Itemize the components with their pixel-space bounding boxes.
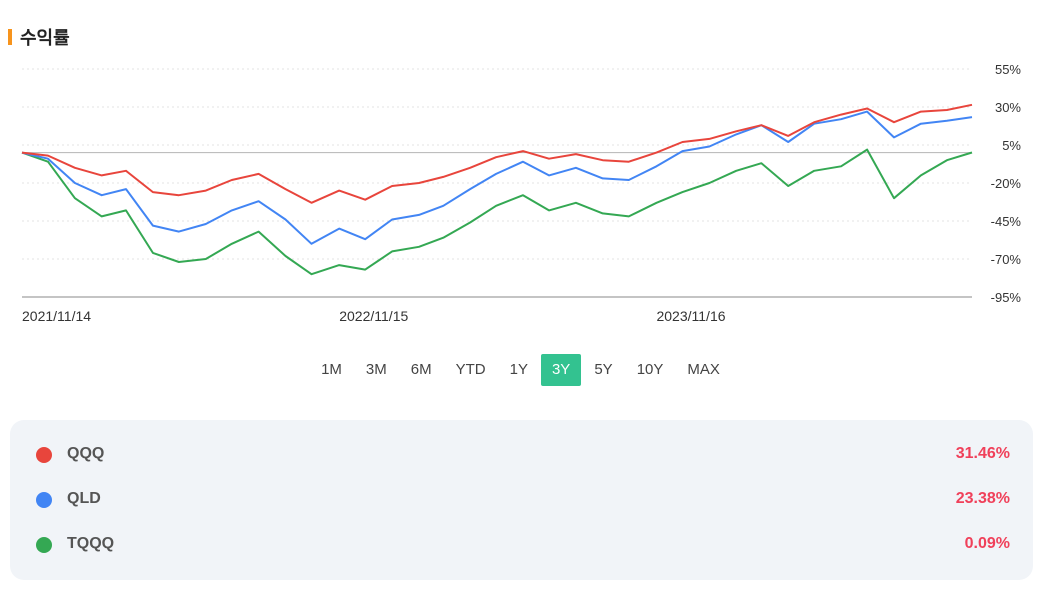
legend-return-value: 23.38% [955, 490, 1010, 507]
range-button-5y[interactable]: 5Y [594, 361, 613, 378]
returns-line-chart: 55% 30% 5% -20% -45% -70% -95% 2021/11/14 2022/1… [21, 62, 1022, 324]
series-line-qqq [21, 103, 973, 204]
range-button-ytd[interactable]: YTD [455, 361, 486, 378]
legend-return-value: 31.46% [955, 445, 1010, 462]
qqq-color-dot [36, 447, 52, 463]
section-title: 수익률 [20, 28, 70, 48]
range-button-3y[interactable]: 3Y [540, 354, 582, 386]
legend-row-qqq: QQQ 31.46% [10, 443, 1033, 467]
series-line-qld [21, 110, 973, 245]
y-tick-label: 55% [995, 62, 1021, 77]
y-tick-label: 30% [995, 100, 1021, 115]
range-button-1m[interactable]: 1M [321, 361, 342, 378]
range-selector: 1M 3M 6M YTD 1Y 3Y 5Y 10Y MAX [0, 354, 1041, 386]
y-tick-label: 5% [1002, 138, 1021, 153]
tqqq-color-dot [36, 537, 52, 553]
qld-color-dot [36, 492, 52, 508]
x-tick-label: 2021/11/14 [22, 308, 91, 324]
legend-name: QLD [67, 490, 101, 507]
y-tick-label: -20% [991, 176, 1022, 191]
x-tick-label: 2022/11/15 [339, 308, 408, 324]
range-button-1y[interactable]: 1Y [509, 361, 528, 378]
range-button-max[interactable]: MAX [687, 361, 720, 378]
series-line-tqqq [21, 148, 973, 276]
legend-row-qld: QLD 23.38% [10, 488, 1033, 512]
y-tick-label: -95% [991, 290, 1022, 305]
accent-bar [8, 29, 12, 45]
x-tick-label: 2023/11/16 [656, 308, 725, 324]
range-button-6m[interactable]: 6M [410, 361, 432, 378]
legend-panel: QQQ 31.46% QLD 23.38% TQQQ 0.09% [10, 420, 1033, 580]
y-tick-label: -45% [991, 214, 1022, 229]
range-button-10y[interactable]: 10Y [636, 361, 664, 378]
y-tick-label: -70% [991, 252, 1022, 267]
range-button-3m[interactable]: 3M [365, 361, 387, 378]
section-header: 수익률 [8, 24, 70, 50]
legend-row-tqqq: TQQQ 0.09% [10, 533, 1033, 557]
legend-name: TQQQ [67, 535, 115, 552]
legend-return-value: 0.09% [964, 535, 1010, 552]
legend-name: QQQ [67, 445, 105, 462]
